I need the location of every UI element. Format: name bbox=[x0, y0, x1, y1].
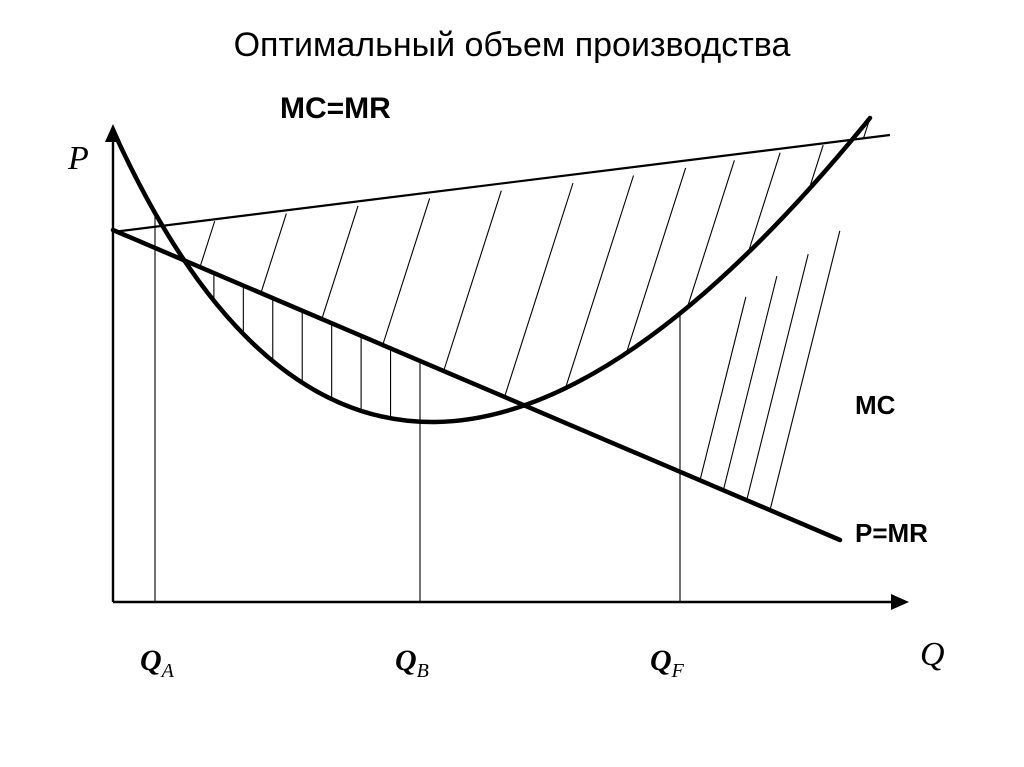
chart-title: Оптимальный объем производства bbox=[0, 26, 1024, 65]
q-label-a: QA bbox=[140, 644, 174, 683]
label-pmr: P=MR bbox=[855, 518, 928, 549]
axis-label-q: Q bbox=[920, 636, 945, 674]
label-mcmr: MC=MR bbox=[280, 92, 391, 126]
q-label-f: QF bbox=[650, 644, 684, 683]
q-label-b: QB bbox=[395, 644, 429, 683]
label-mc: MC bbox=[855, 390, 895, 421]
axis-label-p: P bbox=[68, 140, 89, 178]
